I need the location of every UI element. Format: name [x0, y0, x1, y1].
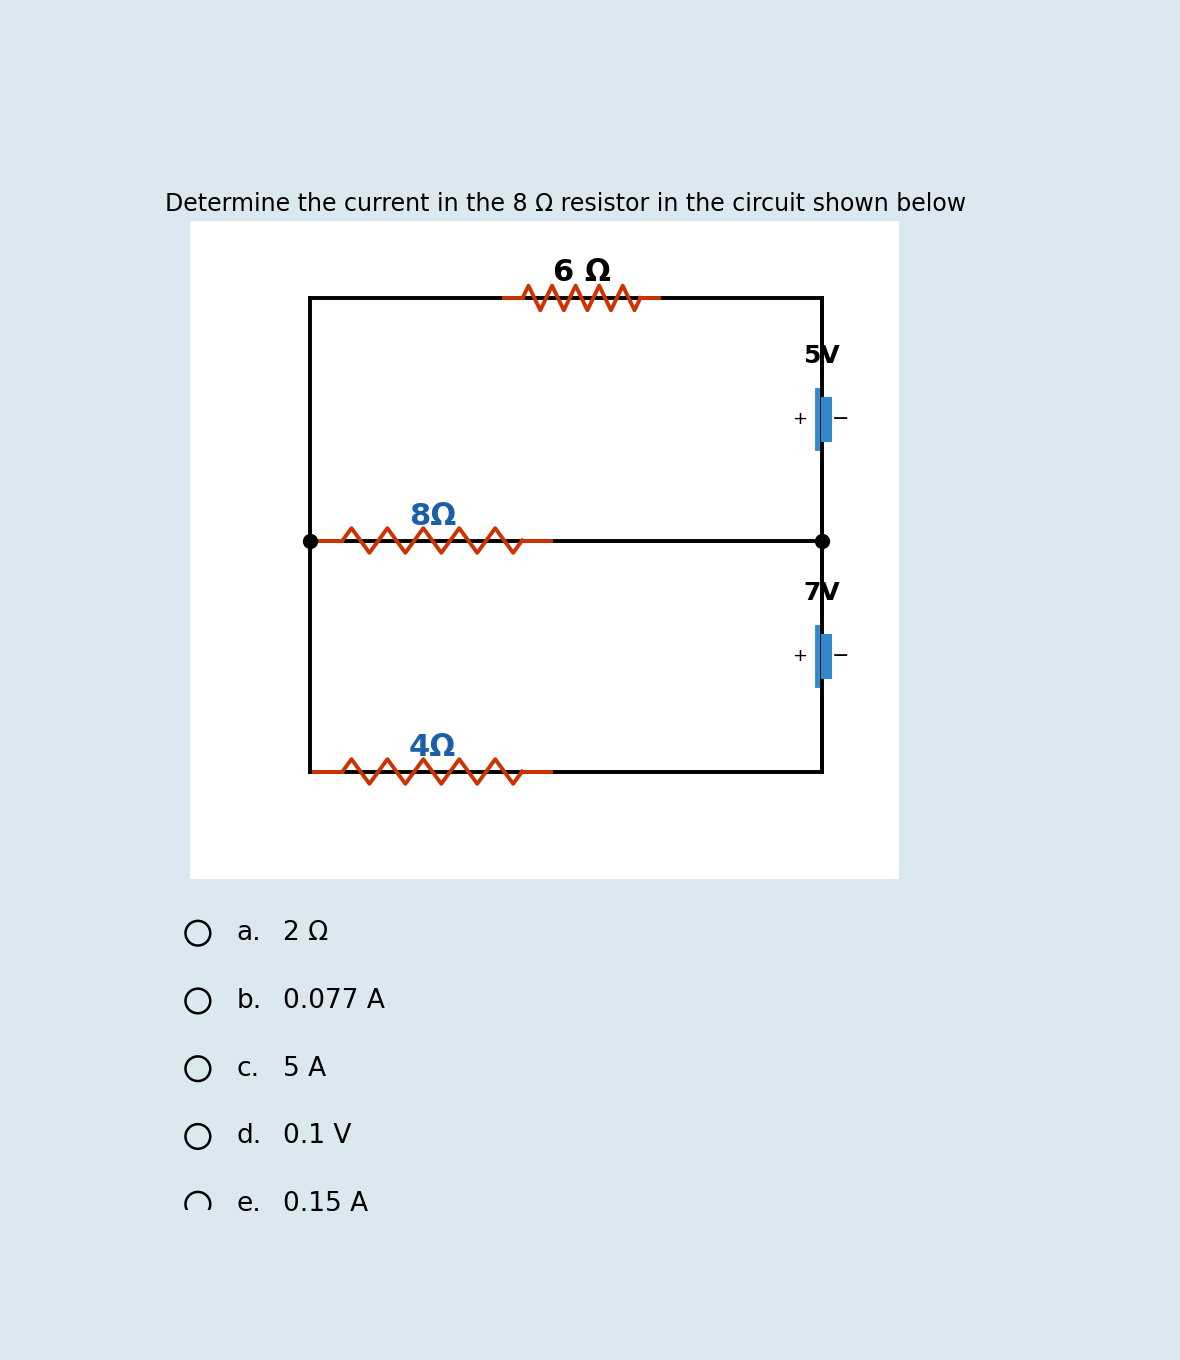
Text: 0.15 A: 0.15 A	[283, 1191, 368, 1217]
Text: b.: b.	[237, 987, 262, 1015]
Text: 6 Ω: 6 Ω	[552, 258, 610, 287]
Text: 8Ω: 8Ω	[408, 502, 455, 530]
Text: −: −	[832, 646, 850, 666]
Point	[812, 529, 831, 551]
Text: −: −	[832, 409, 850, 430]
Text: +: +	[793, 411, 807, 428]
Text: 7V: 7V	[804, 581, 840, 605]
Text: 2 Ω: 2 Ω	[283, 921, 328, 947]
Text: c.: c.	[237, 1055, 260, 1081]
Text: 0.077 A: 0.077 A	[283, 987, 385, 1015]
Text: a.: a.	[237, 921, 261, 947]
Text: +: +	[793, 647, 807, 665]
Text: 4Ω: 4Ω	[408, 733, 455, 762]
Bar	[190, 220, 899, 880]
Text: e.: e.	[237, 1191, 262, 1217]
Text: 0.1 V: 0.1 V	[283, 1123, 352, 1149]
Point	[301, 529, 320, 551]
Text: d.: d.	[237, 1123, 262, 1149]
Text: 5 A: 5 A	[283, 1055, 326, 1081]
Text: 5V: 5V	[804, 344, 840, 369]
Text: Determine the current in the 8 Ω resistor in the circuit shown below: Determine the current in the 8 Ω resisto…	[164, 193, 965, 216]
